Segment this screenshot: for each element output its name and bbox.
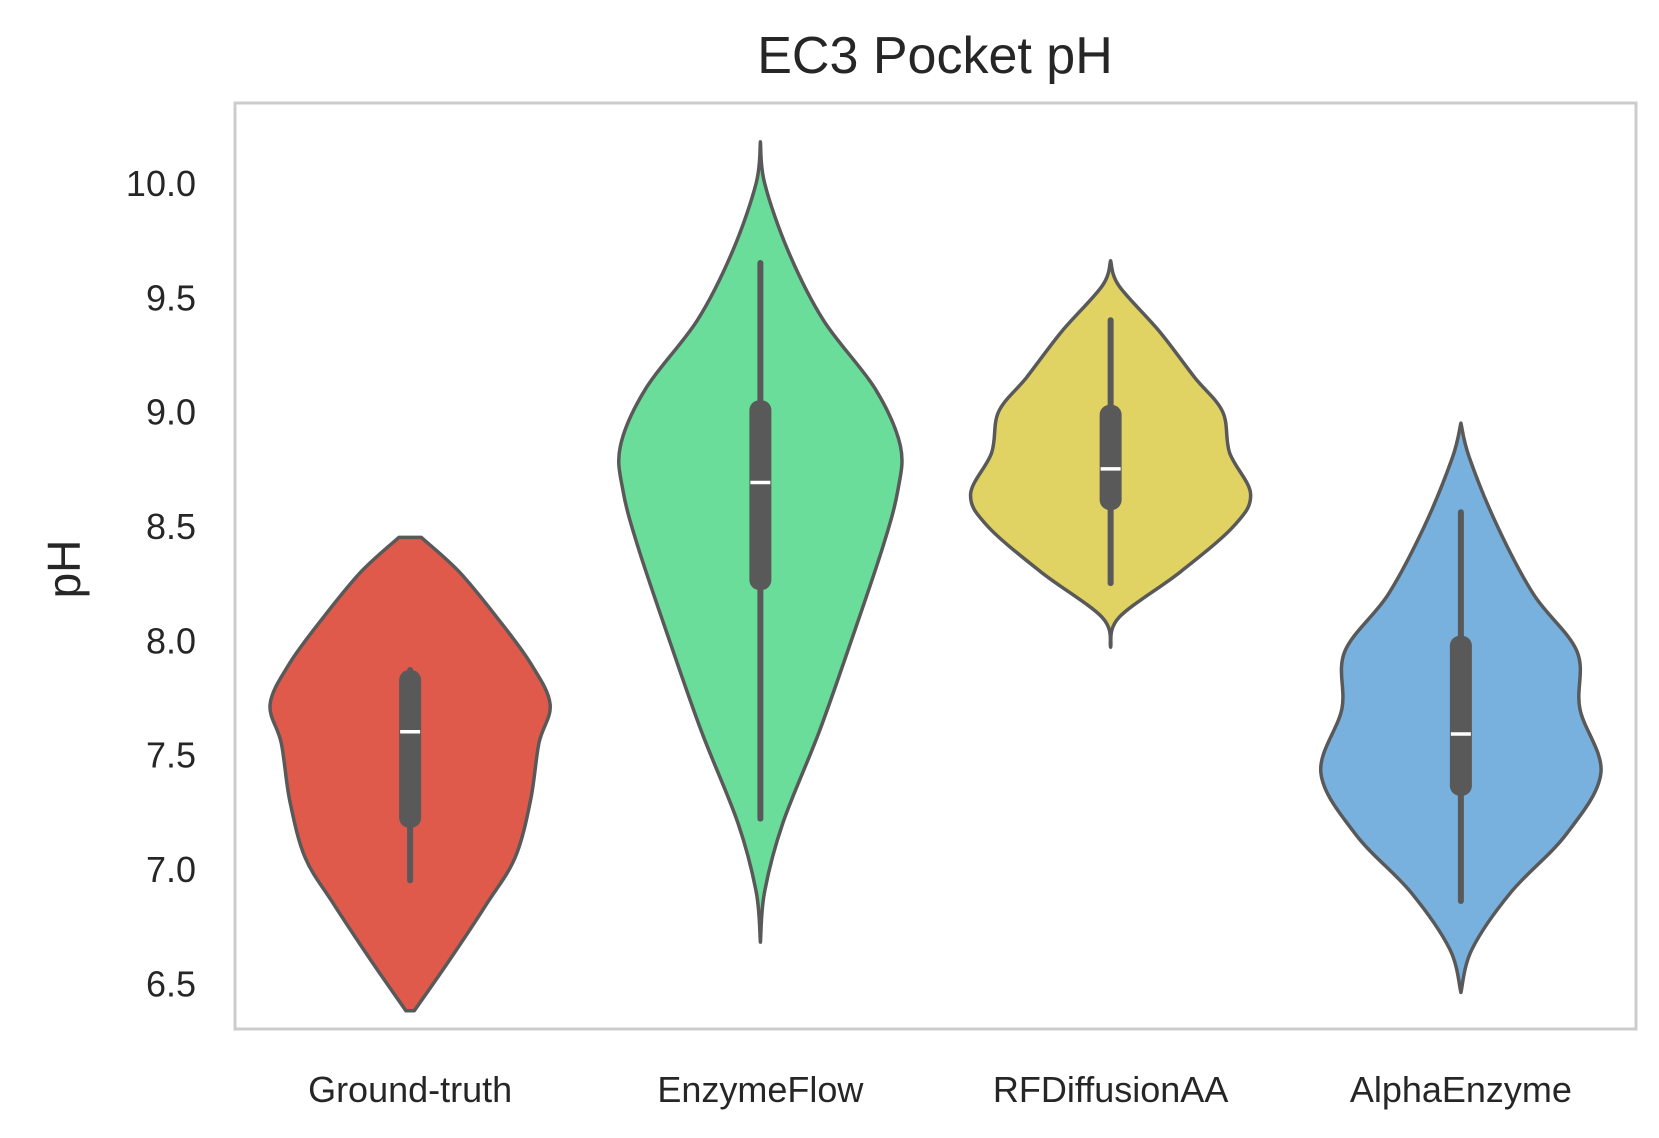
x-tick-label: EnzymeFlow [657,1069,864,1110]
y-tick-labels: 6.5 7.0 7.5 8.0 8.5 9.0 9.5 10.0 [126,163,196,1004]
chart-title: EC3 Pocket pH [757,27,1113,85]
violins [268,140,1603,1013]
y-tick-label: 10.0 [126,163,196,204]
y-tick-label: 8.5 [146,506,196,547]
x-tick-labels: Ground-truth EnzymeFlow RFDiffusionAA Alpha… [308,1069,1572,1110]
y-tick-label: 6.5 [146,963,196,1004]
violin-iqr-box [1449,635,1472,796]
x-tick-label: AlphaEnzyme [1350,1069,1572,1110]
y-tick-label: 9.5 [146,277,196,318]
y-tick-label: 7.5 [146,735,196,776]
violin-iqr-box [749,400,772,591]
violin-rfdiffusionaa [968,259,1253,649]
violin-iqr-box [1099,404,1122,510]
violin-ground-truth [268,535,552,1013]
y-tick-label: 8.0 [146,620,196,661]
y-tick-label: 7.0 [146,849,196,890]
violin-iqr-box [399,670,422,828]
y-axis-title: pH [38,540,90,599]
x-tick-label: Ground-truth [308,1069,512,1110]
violin-enzymeflow [617,140,904,944]
x-tick-label: RFDiffusionAA [993,1069,1228,1110]
violin-alphaenzyme [1319,421,1603,995]
y-tick-label: 9.0 [146,392,196,433]
